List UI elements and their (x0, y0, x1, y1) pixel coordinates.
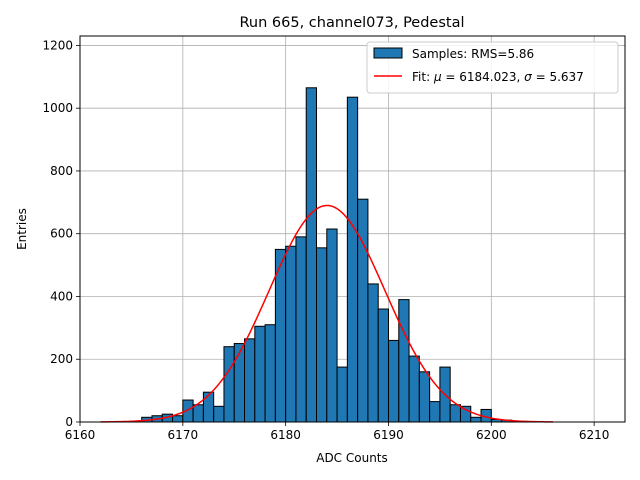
histogram-bar (357, 198, 369, 423)
legend-fit-sigma-symbol: σ (524, 70, 532, 84)
x-tick-label: 6200 (476, 428, 507, 442)
fit-curve-group (100, 204, 554, 423)
histogram-bar (449, 404, 461, 423)
histogram-bar (264, 324, 276, 423)
histogram-bar (192, 404, 204, 423)
histogram-bar (377, 308, 389, 423)
histogram-bar (346, 96, 359, 423)
histogram-bar (233, 343, 246, 423)
histogram-bar (213, 405, 225, 423)
y-tick-label: 800 (50, 164, 73, 178)
histogram-bar (172, 415, 184, 423)
x-axis-label: ADC Counts (316, 451, 388, 465)
histogram-bar (254, 325, 266, 423)
histogram-bar (223, 346, 235, 423)
histogram-bar (274, 248, 287, 423)
x-tick-label: 6180 (270, 428, 301, 442)
legend-samples-swatch (373, 47, 403, 59)
y-axis-ticks: 0 200 400 600 800 1000 1200 (42, 38, 80, 429)
histogram-bar (244, 338, 256, 423)
y-tick-label: 1000 (42, 101, 73, 115)
histogram-bar (367, 283, 379, 423)
histogram-bar (316, 247, 328, 423)
chart-title: Run 665, channel073, Pedestal (239, 15, 464, 31)
histogram-bar (408, 355, 420, 423)
histogram-bar (470, 416, 482, 423)
legend-box (366, 41, 619, 94)
histogram-bar (295, 236, 307, 423)
y-axis-label: Entries (15, 208, 29, 250)
histogram-bars (141, 87, 523, 423)
legend-fit-mu-value: = 6184.023, (442, 70, 525, 84)
y-tick-label: 200 (50, 352, 73, 366)
legend: Samples: RMS=5.86 Fit: μ = 6184.023, σ =… (366, 41, 619, 94)
gaussian-fit-curve (100, 204, 554, 423)
histogram-bar (285, 245, 297, 423)
x-tick-label: 6210 (579, 428, 610, 442)
legend-fit-label: Fit: μ = 6184.023, σ = 5.637 (412, 70, 584, 84)
x-tick-label: 6190 (373, 428, 404, 442)
y-tick-label: 600 (50, 227, 73, 241)
histogram-bar (326, 228, 338, 423)
histogram-bar (202, 391, 215, 423)
x-tick-label: 6170 (168, 428, 199, 442)
y-tick-label: 1200 (42, 38, 73, 52)
histogram-bar (418, 371, 431, 423)
legend-samples-label: Samples: RMS=5.86 (412, 47, 534, 61)
legend-fit-mu-symbol: μ (433, 70, 442, 84)
plot-frame (79, 35, 626, 423)
x-axis-ticks: 6160 6170 6180 6190 6200 6210 (65, 422, 610, 442)
histogram-bar (305, 87, 318, 423)
histogram-bar (398, 299, 410, 423)
legend-fit-prefix: Fit: (412, 70, 434, 84)
y-tick-label: 0 (65, 415, 73, 429)
y-tick-label: 400 (50, 289, 73, 303)
histogram-bar (429, 401, 441, 423)
x-tick-label: 6160 (65, 428, 96, 442)
histogram-bar (387, 339, 400, 423)
legend-fit-sigma-value: = 5.637 (532, 70, 584, 84)
histogram-bar (336, 366, 348, 423)
histogram-bar (459, 405, 472, 423)
